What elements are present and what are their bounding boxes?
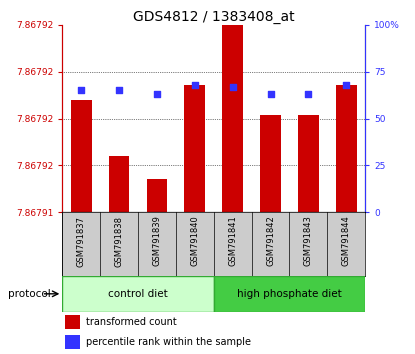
Text: GSM791844: GSM791844 xyxy=(342,216,351,266)
Text: percentile rank within the sample: percentile rank within the sample xyxy=(86,337,251,347)
Point xyxy=(154,91,160,97)
Text: high phosphate diet: high phosphate diet xyxy=(237,289,342,299)
Bar xyxy=(214,276,365,312)
Text: GSM791838: GSM791838 xyxy=(115,216,124,267)
Bar xyxy=(298,115,319,212)
Bar xyxy=(62,276,214,312)
Text: transformed count: transformed count xyxy=(86,318,177,327)
Bar xyxy=(336,85,356,212)
Bar xyxy=(65,315,81,329)
Point xyxy=(78,87,85,93)
Point xyxy=(229,84,236,90)
Point xyxy=(305,91,312,97)
Text: GSM791843: GSM791843 xyxy=(304,216,313,267)
Bar xyxy=(71,100,92,212)
Text: GSM791837: GSM791837 xyxy=(77,216,85,267)
Bar xyxy=(222,25,243,212)
Point xyxy=(116,87,122,93)
Point xyxy=(343,82,349,88)
Text: GSM791841: GSM791841 xyxy=(228,216,237,266)
Text: GSM791842: GSM791842 xyxy=(266,216,275,266)
Point xyxy=(191,82,198,88)
Bar xyxy=(184,85,205,212)
Bar xyxy=(146,179,167,212)
Bar xyxy=(260,115,281,212)
Text: GSM791839: GSM791839 xyxy=(152,216,161,267)
Text: control diet: control diet xyxy=(108,289,168,299)
Bar xyxy=(109,156,129,212)
Title: GDS4812 / 1383408_at: GDS4812 / 1383408_at xyxy=(133,10,295,24)
Point xyxy=(267,91,274,97)
Bar xyxy=(65,335,81,348)
Text: GSM791840: GSM791840 xyxy=(190,216,199,266)
Text: protocol: protocol xyxy=(8,289,51,299)
